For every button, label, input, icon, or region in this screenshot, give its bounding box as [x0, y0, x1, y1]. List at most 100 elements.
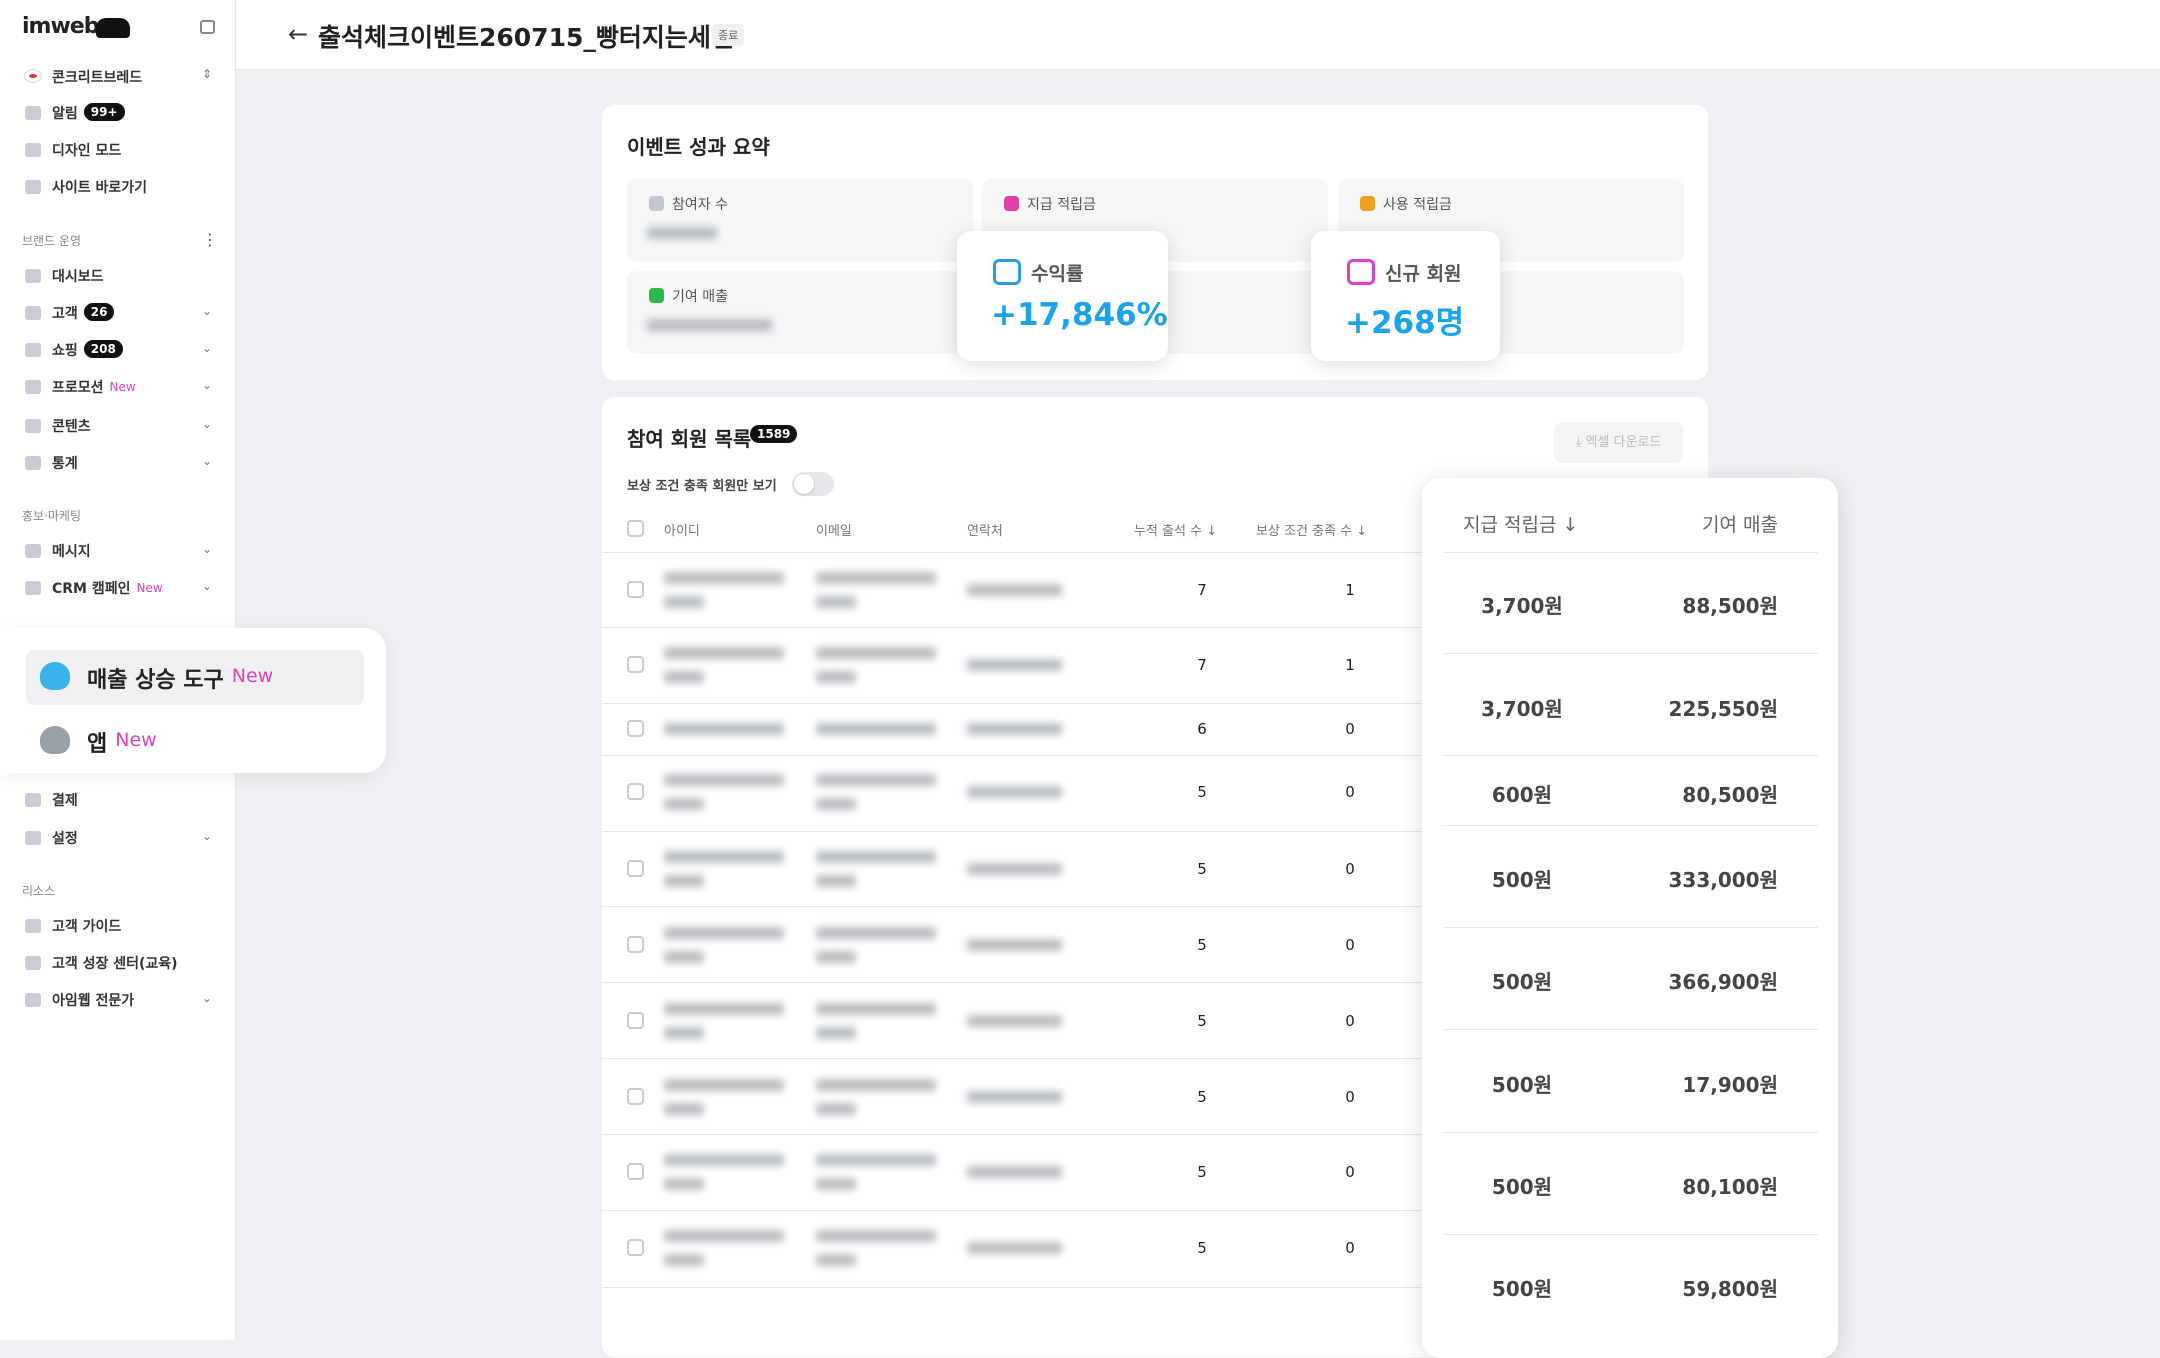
row-checkbox[interactable]: [627, 1239, 644, 1256]
blurred-text: [664, 596, 704, 608]
zoom-reward: 500원: [1491, 1073, 1553, 1097]
status-badge: 종료: [712, 24, 745, 46]
row-checkbox[interactable]: [627, 1088, 644, 1105]
highlight-item[interactable]: 매출 상승 도구: [87, 668, 224, 693]
blurred-text: [816, 1103, 856, 1115]
zoom-panel: 지급 적립금 ↓ 기여 매출 3,700원 88,500원 3,700원 225,550원…: [1422, 478, 1838, 1358]
blurred-text: [664, 647, 784, 659]
row-divider: [602, 1287, 1708, 1288]
highlight-item[interactable]: 앱: [87, 732, 108, 757]
menu-icon: [25, 419, 41, 433]
row-checkbox[interactable]: [627, 783, 644, 800]
menu-icon: [25, 993, 41, 1007]
collapse-button[interactable]: [200, 20, 215, 34]
stat-icon: [1004, 196, 1019, 211]
blurred-text: [664, 671, 704, 683]
row-checkbox[interactable]: [627, 581, 644, 598]
zoom-divider: [1444, 1132, 1818, 1133]
download-button[interactable]: ⤓ 엑셀 다운로드: [1554, 422, 1683, 463]
reward-count: 1: [1345, 581, 1355, 599]
menu-item[interactable]: 설정: [52, 831, 78, 847]
blurred-text: [816, 1230, 936, 1242]
highlight-menu: 매출 상승 도구 New 앱 New: [0, 628, 386, 773]
menu-item[interactable]: 고객: [52, 306, 78, 322]
zoom-revenue: 17,900원: [1682, 1073, 1778, 1097]
highlight-active: [26, 650, 364, 705]
menu-item[interactable]: 대시보드: [52, 269, 104, 285]
zoom-divider: [1444, 825, 1818, 826]
row-checkbox[interactable]: [627, 936, 644, 953]
popup-card: [957, 231, 1168, 361]
reward-count: 0: [1345, 860, 1355, 878]
stat-label: 사용 적립금: [1383, 197, 1452, 213]
menu-item[interactable]: 쇼핑: [52, 343, 78, 359]
zoom-divider: [1444, 552, 1818, 553]
menu-item[interactable]: 프로모션: [52, 380, 104, 396]
section-title: 홍보·마케팅: [22, 509, 82, 523]
menu-icon: [25, 269, 41, 283]
blurred-text: [664, 1154, 784, 1166]
popup-icon: [1347, 259, 1375, 285]
popup-label: 신규 회원: [1385, 263, 1462, 285]
row-checkbox[interactable]: [627, 656, 644, 673]
new-tag: New: [136, 581, 163, 595]
column-header[interactable]: 보상 조건 충족 수 ↓: [1256, 524, 1368, 539]
attendance-count: 7: [1197, 581, 1207, 599]
menu-item[interactable]: 콘텐츠: [52, 419, 91, 435]
reward-count: 0: [1345, 1163, 1355, 1181]
menu-item[interactable]: 고객 성장 센터(교육): [52, 956, 178, 972]
blurred-text: [664, 1003, 784, 1015]
chevron: ⌄: [202, 579, 213, 593]
reward-count: 0: [1345, 1012, 1355, 1030]
blurred-text: [967, 723, 1062, 735]
chevron: ⌄: [202, 378, 213, 392]
blurred-text: [664, 1027, 704, 1039]
menu-item[interactable]: 사이트 바로가기: [52, 180, 148, 196]
section-more: ⋮: [202, 230, 218, 249]
blurred-text: [664, 1178, 704, 1190]
header: ← 출석체크이벤트260715_빵터지는세일 종료: [236, 0, 2160, 70]
blurred-text: [816, 1079, 936, 1091]
chevron: ⌄: [202, 829, 213, 843]
menu-badge: 26: [83, 303, 115, 321]
zoom-header[interactable]: 지급 적립금 ↓: [1463, 514, 1579, 536]
zoom-reward: 500원: [1491, 970, 1553, 994]
zoom-divider: [1444, 755, 1818, 756]
attendance-count: 7: [1197, 656, 1207, 674]
menu-item[interactable]: 알림: [52, 106, 78, 122]
reward-count: 0: [1345, 720, 1355, 738]
blurred-text: [967, 584, 1062, 596]
menu-item[interactable]: 아임웹 전문가: [52, 993, 135, 1009]
menu-item[interactable]: 디자인 모드: [52, 143, 122, 159]
menu-item[interactable]: 메시지: [52, 544, 91, 560]
row-divider: [602, 1134, 1708, 1135]
menu-item[interactable]: CRM 캠페인: [52, 581, 131, 597]
menu-item[interactable]: 통계: [52, 456, 78, 472]
menu-icon: [25, 456, 41, 470]
zoom-reward: 3,700원: [1481, 594, 1563, 618]
chevron: ⌄: [202, 304, 213, 318]
stat-icon: [649, 288, 664, 303]
section-title: 리소스: [22, 884, 56, 898]
blurred-text: [664, 1230, 784, 1242]
section-title: 브랜드 운영: [22, 234, 82, 248]
menu-badge: 99+: [83, 103, 125, 121]
column-header[interactable]: 누적 출석 수 ↓: [1134, 524, 1218, 539]
page-title: 출석체크이벤트260715_빵터지는세일: [318, 23, 734, 52]
menu-item[interactable]: 결제: [52, 793, 78, 809]
row-checkbox[interactable]: [627, 1012, 644, 1029]
new-tag: New: [231, 665, 274, 687]
row-checkbox[interactable]: [627, 1163, 644, 1180]
row-checkbox[interactable]: [627, 720, 644, 737]
logo: imweb: [22, 14, 99, 39]
row-checkbox[interactable]: [627, 860, 644, 877]
filter-toggle[interactable]: [792, 472, 834, 496]
blurred-text: [664, 875, 704, 887]
column-header: 연락처: [967, 524, 1003, 539]
menu-item[interactable]: 고객 가이드: [52, 919, 122, 935]
attendance-count: 5: [1197, 1163, 1207, 1181]
header-checkbox[interactable]: [627, 520, 644, 537]
back-button[interactable]: ←: [288, 20, 309, 48]
brand-name[interactable]: 콘크리트브레드: [52, 70, 143, 86]
zoom-revenue: 225,550원: [1668, 697, 1779, 721]
